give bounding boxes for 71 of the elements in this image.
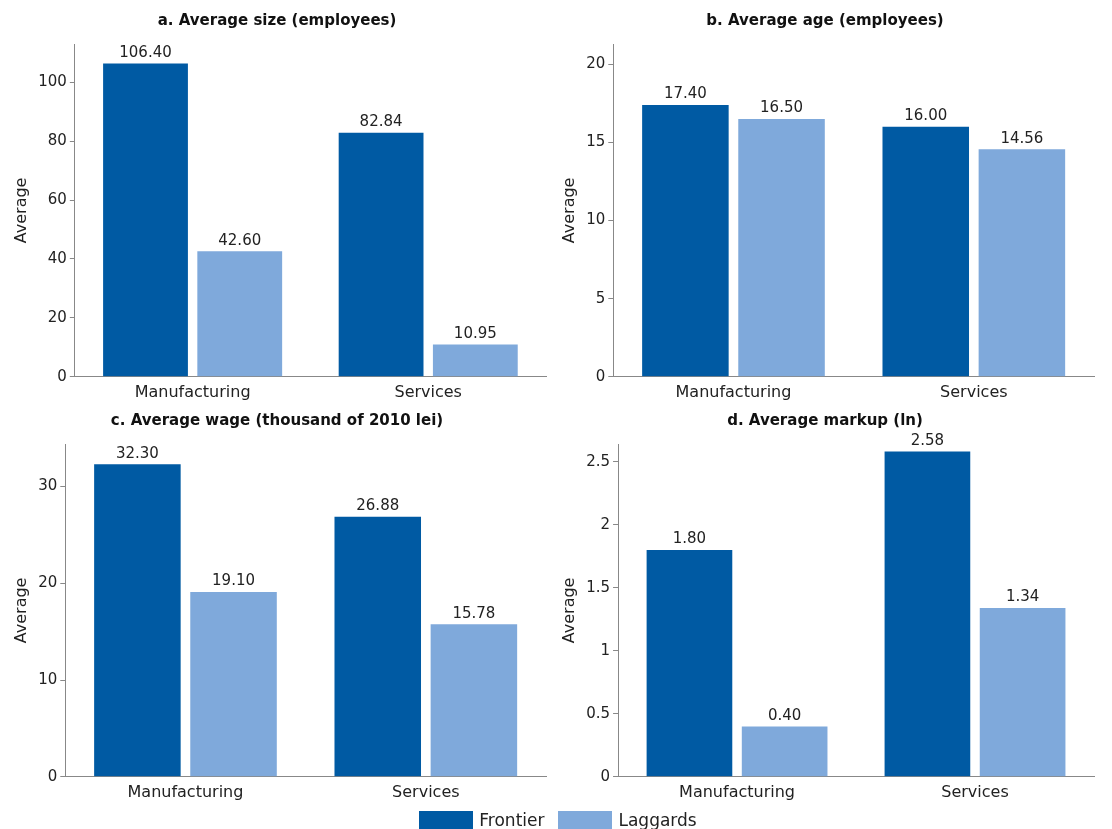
- y-tick-label: 20: [38, 573, 58, 592]
- data-label: 17.40: [663, 84, 707, 103]
- legend-label: Laggards: [618, 810, 697, 829]
- data-label: 16.00: [904, 106, 948, 125]
- x-tick-label: Services: [941, 781, 1009, 801]
- bar: [334, 516, 422, 777]
- chart-title: b. Average age (employees): [706, 10, 944, 29]
- bar: [738, 119, 825, 377]
- bar: [103, 63, 188, 377]
- y-tick-label: 2: [600, 514, 611, 533]
- x-tick-label: Manufacturing: [679, 781, 795, 801]
- bar: [94, 464, 181, 777]
- y-tick-label: 40: [47, 248, 67, 267]
- y-tick-label: 30: [38, 476, 58, 495]
- data-label: 0.40: [767, 705, 802, 724]
- y-tick-label: 1.5: [586, 577, 611, 596]
- chart-title: d. Average markup (ln): [727, 410, 923, 429]
- y-tick-label: 0: [57, 366, 67, 385]
- data-label: 106.40: [119, 42, 172, 61]
- y-axis-title: Average: [10, 177, 30, 244]
- y-tick-label: 15: [586, 132, 606, 151]
- chart-title: a. Average size (employees): [157, 10, 397, 29]
- y-tick-label: 0.5: [586, 703, 611, 722]
- y-axis-title: Average: [10, 577, 30, 644]
- x-tick-label: Manufacturing: [675, 381, 792, 401]
- x-tick-label: Manufacturing: [134, 381, 251, 401]
- y-tick-label: 20: [586, 54, 606, 73]
- y-axis-title: Average: [558, 177, 578, 244]
- x-tick-label: Services: [394, 381, 462, 401]
- y-tick-label: 60: [47, 189, 67, 208]
- y-tick-label: 0: [595, 366, 606, 385]
- bar: [978, 149, 1066, 377]
- y-tick-label: 100: [38, 72, 67, 91]
- bar: [430, 624, 518, 777]
- bar: [432, 344, 518, 377]
- x-tick-label: Services: [392, 781, 460, 801]
- y-tick-label: 80: [47, 131, 67, 150]
- bar: [197, 251, 283, 377]
- y-tick-label: 1: [600, 640, 611, 659]
- data-label: 42.60: [218, 230, 262, 249]
- x-tick-label: Services: [940, 381, 1008, 401]
- y-tick-label: 5: [595, 288, 606, 307]
- y-tick-label: 20: [47, 307, 67, 326]
- y-tick-label: 2.5: [586, 451, 611, 470]
- y-tick-label: 0: [600, 766, 611, 785]
- legend-label: Frontier: [479, 810, 545, 829]
- x-tick-label: Manufacturing: [127, 781, 244, 801]
- data-label: 19.10: [212, 571, 256, 590]
- bar: [646, 549, 733, 777]
- y-tick-label: 10: [38, 669, 58, 688]
- data-label: 16.50: [760, 98, 804, 117]
- data-label: 10.95: [453, 323, 497, 342]
- data-label: 32.30: [115, 443, 159, 462]
- bar: [884, 451, 971, 777]
- data-label: 1.80: [672, 529, 707, 548]
- bar: [338, 132, 424, 377]
- data-label: 82.84: [359, 112, 403, 131]
- y-axis-title: Average: [558, 577, 578, 644]
- y-tick-label: 0: [47, 766, 58, 785]
- data-label: 26.88: [356, 496, 400, 515]
- data-label: 2.58: [910, 430, 945, 449]
- bar: [642, 104, 729, 377]
- bar: [979, 607, 1066, 777]
- bar: [882, 126, 970, 377]
- bar: [741, 726, 828, 777]
- data-label: 1.34: [1005, 587, 1040, 606]
- chart-title: c. Average wage (thousand of 2010 lei): [110, 410, 444, 429]
- bar: [190, 592, 277, 777]
- data-label: 15.78: [452, 603, 496, 622]
- data-label: 14.56: [1000, 128, 1044, 147]
- y-tick-label: 10: [586, 210, 606, 229]
